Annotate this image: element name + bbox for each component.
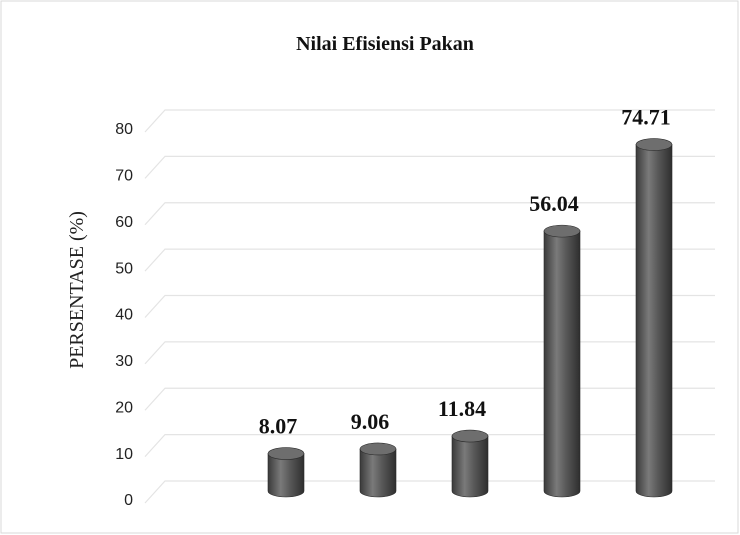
data-label: 11.84 [438,396,486,421]
chart-title: Nilai Efisiensi Pakan [296,33,474,55]
y-tick-label: 60 [115,214,133,231]
grid-line [144,387,715,411]
bar [543,230,581,498]
grid-line [144,434,715,458]
y-tick-label: 80 [115,121,133,138]
y-tick-label: 50 [115,260,133,277]
y-tick-label: 0 [124,492,133,509]
y-tick-label: 70 [115,168,133,185]
grid-line [144,480,715,504]
data-label: 74.71 [621,105,671,130]
grid-line [144,109,715,133]
y-tick-label: 10 [115,446,133,463]
bar [635,144,673,498]
grid-line [144,248,715,272]
bar-top [359,442,397,456]
grid-line [144,155,715,179]
data-label: 56.04 [529,191,579,216]
y-tick-label: 40 [115,307,133,324]
bar [267,453,305,498]
y-axis-label: PERSENTASE (%) [66,211,88,369]
y-tick-label: 30 [115,353,133,370]
bar [451,435,489,498]
bar-top [635,138,673,151]
bar [359,448,397,498]
grid-line [144,202,715,226]
data-label: 8.07 [259,414,298,439]
bar-top [543,224,581,238]
grid-line [144,341,715,365]
y-tick-label: 20 [115,399,133,416]
bar-top [267,447,305,460]
bar-top [451,429,489,443]
grid-line [144,294,715,318]
data-label: 9.06 [351,409,390,434]
